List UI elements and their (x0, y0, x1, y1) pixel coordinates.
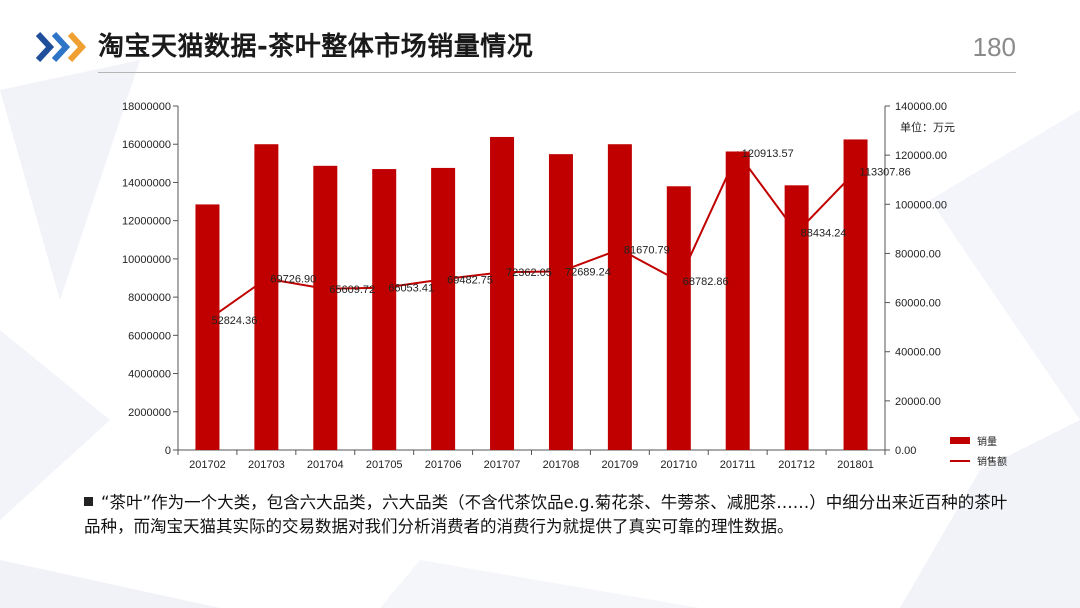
description-text: “茶叶”作为一个大类，包含六大品类，六大品类（不含代茶饮品e.g.菊花茶、牛蒡茶… (84, 491, 1014, 539)
y-right-unit-label: 单位：万元 (900, 120, 955, 134)
y-left-tick-label: 8000000 (128, 292, 171, 304)
line-point-201704 (323, 287, 327, 291)
y-left-tick-label: 18000000 (122, 101, 171, 113)
bar-201801 (843, 139, 868, 450)
line-point-201712 (795, 231, 799, 235)
bar-201710 (666, 186, 691, 450)
y-right-tick-label: 40000.00 (895, 347, 941, 359)
bar-201704 (313, 165, 338, 450)
line-point-201705 (382, 286, 386, 290)
line-data-label: 65609.72 (329, 284, 375, 296)
line-data-label: 120913.57 (742, 148, 794, 160)
line-data-label: 72689.24 (565, 266, 611, 278)
y-right-tick-label: 60000.00 (895, 298, 941, 310)
y-right-tick-label: 120000.00 (895, 150, 947, 162)
bar-201711 (725, 151, 750, 451)
y-left-tick-label: 2000000 (128, 407, 171, 419)
line-point-201801 (854, 170, 858, 174)
line-point-201708 (559, 269, 563, 273)
page-number: 180 (972, 32, 1016, 62)
y-left-tick-label: 0 (165, 445, 171, 457)
y-left-tick-label: 4000000 (128, 369, 171, 381)
line-data-label: 69482.75 (447, 274, 493, 286)
y-left-tick-label: 12000000 (122, 216, 171, 228)
legend-bar-swatch (950, 437, 970, 444)
bar-201708 (548, 154, 573, 450)
line-point-201706 (441, 277, 445, 281)
y-left-tick-label: 14000000 (122, 177, 171, 189)
x-tick-label: 201705 (366, 459, 403, 471)
chevron-arrows-icon (36, 31, 87, 63)
bar-201712 (784, 185, 809, 451)
y-left-tick-label: 16000000 (122, 139, 171, 151)
bar-201707 (490, 136, 515, 450)
line-data-label: 69726.90 (270, 274, 316, 286)
line-data-label: 113307.86 (860, 167, 911, 179)
line-point-201703 (264, 277, 268, 281)
sales-chart: 0 2000000 4000000 6000000 8000000 10000000 120… (122, 101, 1007, 471)
y-right-tick-label: 0.00 (895, 445, 916, 457)
bar-201706 (431, 167, 456, 451)
y-right-tick-label: 80000.00 (895, 248, 941, 260)
x-tick-label: 201704 (307, 459, 344, 471)
line-point-201707 (500, 270, 504, 274)
x-tick-label: 201710 (660, 459, 697, 471)
slide-title: 淘宝天猫数据-茶叶整体市场销量情况 (98, 32, 534, 62)
bar-201702 (195, 204, 220, 450)
x-tick-label: 201707 (484, 459, 521, 471)
legend-line-label: 销售额 (977, 455, 1007, 468)
y-right-tick-label: 140000.00 (895, 101, 947, 113)
y-right-tick-label: 100000.00 (895, 199, 947, 211)
y-right-tick-label: 20000.00 (895, 396, 941, 408)
note-text: “茶叶”作为一个大类，包含六大品类，六大品类（不含代茶饮品e.g.菊花茶、牛蒡茶… (84, 493, 1008, 536)
slide-header: 淘宝天猫数据-茶叶整体市场销量情况 180 (0, 0, 1080, 80)
bar-201703 (254, 144, 279, 450)
bullet-icon (84, 497, 93, 506)
x-tick-label: 201711 (720, 459, 756, 471)
title-divider (98, 72, 1016, 73)
line-data-label: 52824.36 (211, 315, 257, 327)
y-left-tick-label: 10000000 (122, 254, 171, 266)
line-point-201702 (205, 318, 209, 322)
line-data-label: 68782.86 (683, 276, 729, 288)
line-data-label: 66053.41 (388, 283, 434, 295)
x-tick-label: 201706 (425, 459, 462, 471)
bar-201705 (372, 169, 397, 451)
x-tick-label: 201801 (837, 459, 874, 471)
x-tick-label: 201702 (189, 459, 226, 471)
line-point-201711 (736, 151, 740, 155)
x-tick-label: 201703 (248, 459, 285, 471)
bar-201709 (607, 144, 632, 450)
line-data-label: 88434.24 (801, 228, 847, 240)
line-point-201709 (618, 247, 622, 251)
sales-amount-line (206, 150, 857, 322)
line-data-label: 81670.79 (624, 244, 670, 256)
y-left-tick-label: 6000000 (128, 330, 171, 342)
line-data-label: 72362.05 (506, 267, 552, 279)
legend-bar-label: 销量 (977, 435, 997, 448)
x-tick-label: 201709 (602, 459, 639, 471)
x-tick-label: 201712 (778, 459, 815, 471)
x-tick-label: 201708 (543, 459, 580, 471)
line-point-201710 (677, 279, 681, 283)
